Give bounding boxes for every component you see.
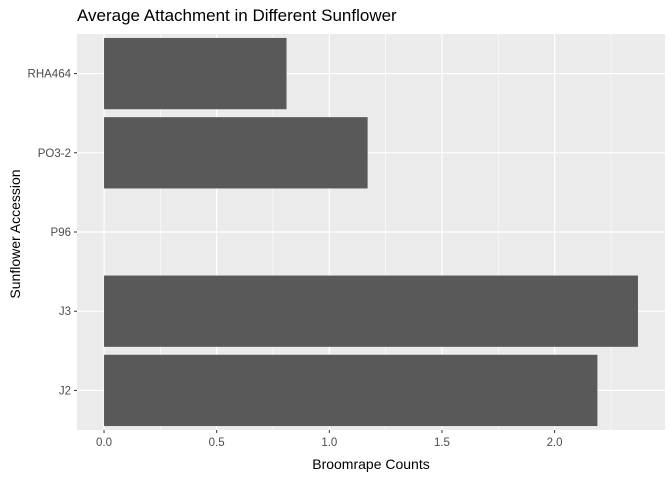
bar-rha464 [104, 37, 287, 110]
y-tick-label: J2 [59, 385, 71, 397]
y-axis-title: Sunflower Accession [7, 169, 23, 299]
x-tick-label: 1.0 [321, 437, 337, 449]
bar-po3-2 [104, 117, 368, 189]
x-tick-label: 1.5 [434, 437, 450, 449]
bar-j3 [104, 275, 638, 347]
x-tick-label: 2.0 [547, 437, 563, 449]
x-tick-label: 0.5 [209, 437, 225, 449]
y-tick-label: PO3-2 [38, 148, 71, 160]
x-tick-label: 0.0 [96, 437, 112, 449]
y-tick-label: RHA464 [28, 69, 72, 81]
y-tick-label: J3 [59, 306, 71, 318]
y-tick-label: P96 [51, 227, 71, 239]
chart-title: Average Attachment in Different Sunflowe… [77, 6, 397, 25]
x-axis-title: Broomrape Counts [312, 456, 430, 472]
bar-j2 [104, 354, 598, 427]
